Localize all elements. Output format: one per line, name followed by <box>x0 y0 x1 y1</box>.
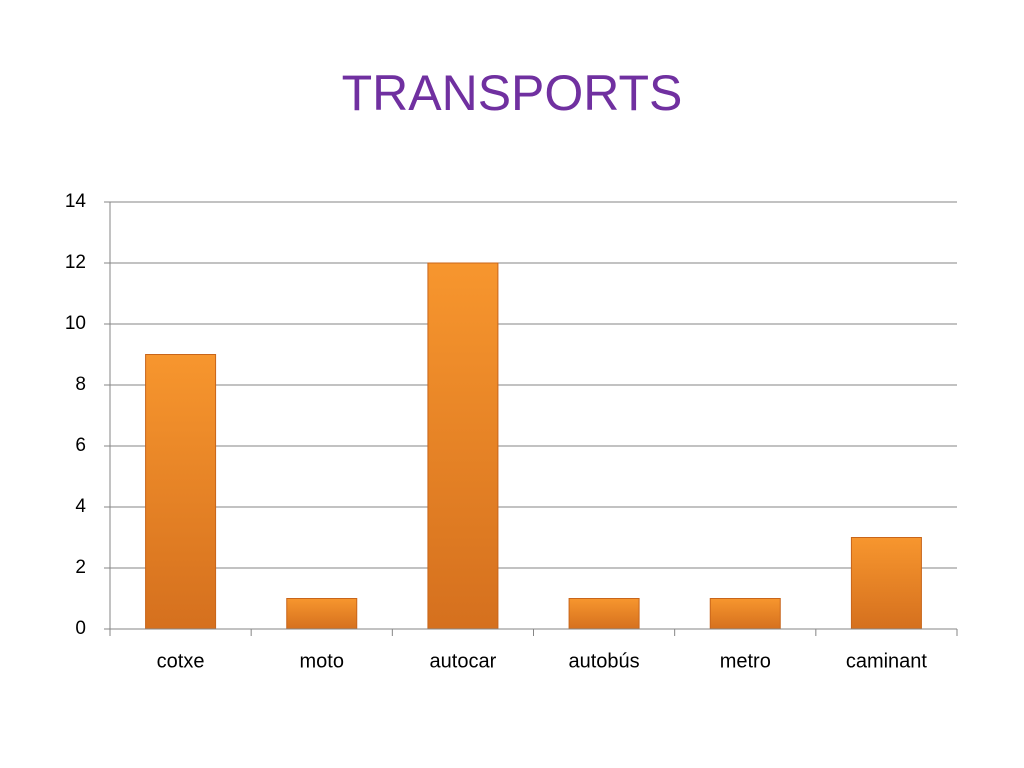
x-tick-label: metro <box>720 650 771 672</box>
bar <box>145 354 217 630</box>
x-tick-label: caminant <box>846 650 928 672</box>
x-tick-label: autocar <box>430 650 497 672</box>
bar <box>850 537 922 630</box>
bar <box>286 598 358 630</box>
y-tick-label: 0 <box>75 618 86 639</box>
y-tick-label: 2 <box>75 557 86 578</box>
x-tick-label: cotxe <box>157 650 205 672</box>
chart-title: TRANSPORTS <box>342 65 683 121</box>
y-tick-label: 14 <box>65 191 87 212</box>
y-tick-label: 8 <box>75 374 86 395</box>
y-tick-label: 4 <box>75 496 86 517</box>
x-tick-label: moto <box>300 650 344 672</box>
y-tick-label: 6 <box>75 435 86 456</box>
y-tick-label: 12 <box>65 252 86 273</box>
x-tick-label: autobús <box>568 650 639 672</box>
y-tick-label: 10 <box>65 313 86 334</box>
bar <box>427 262 499 630</box>
bar <box>568 598 640 630</box>
bar <box>709 598 781 630</box>
